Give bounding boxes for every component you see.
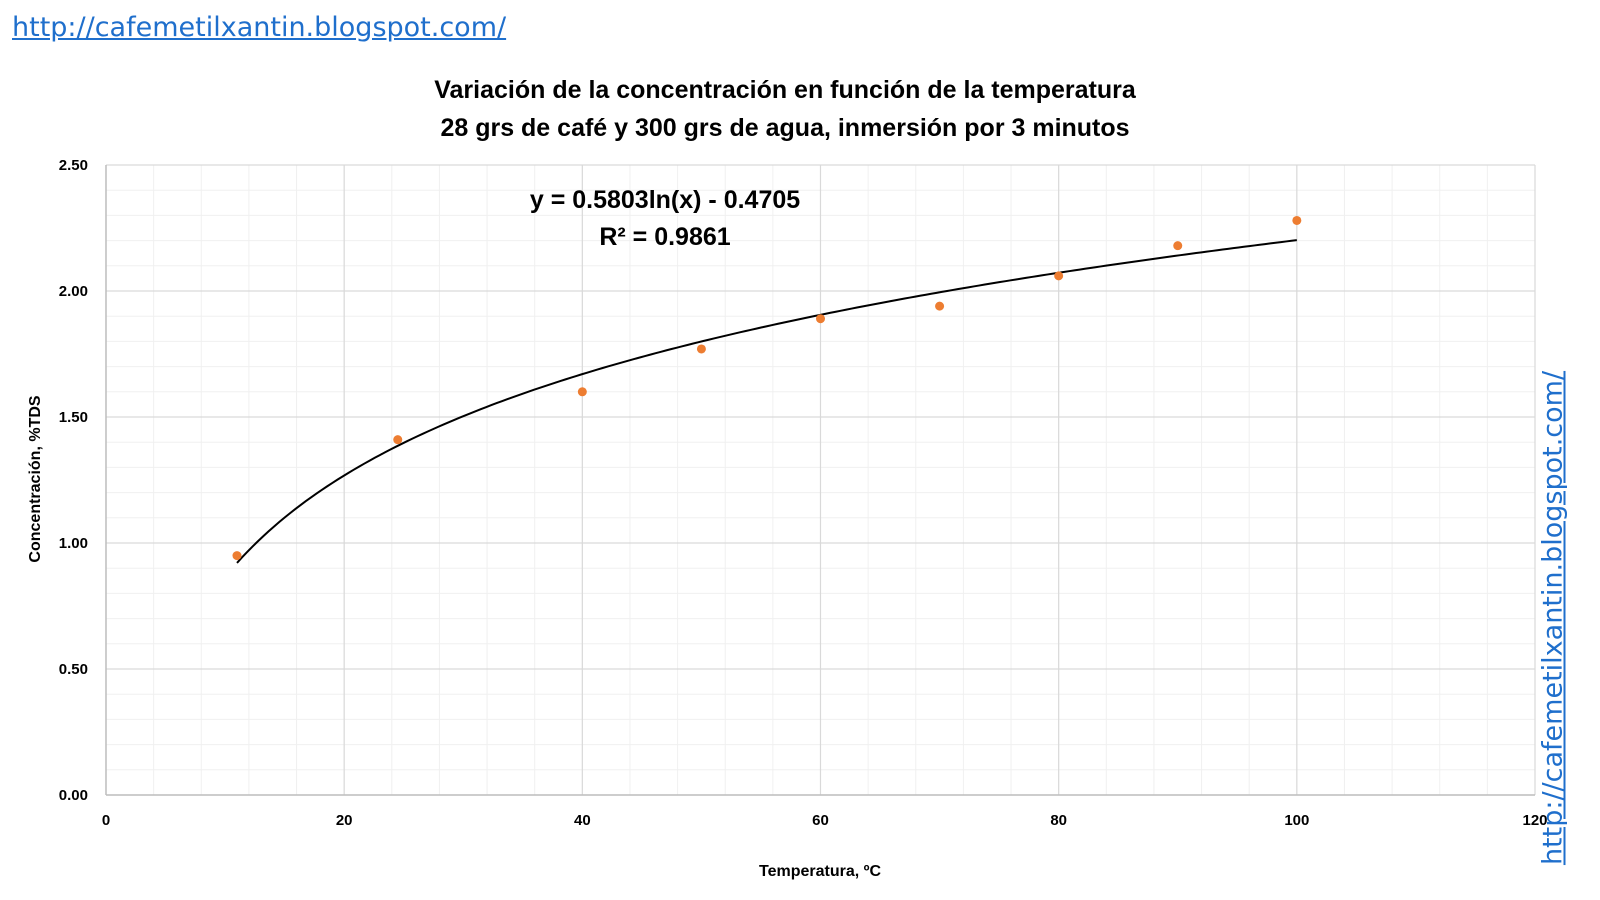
x-tick-label: 100: [1284, 812, 1309, 829]
chart-subtitle: 28 grs de café y 300 grs de agua, inmers…: [440, 114, 1129, 142]
data-point: [393, 435, 403, 445]
data-points: [232, 215, 1302, 561]
data-point: [1292, 215, 1302, 225]
trendline: [236, 239, 1297, 564]
x-tick-label: 120: [1522, 812, 1547, 829]
data-point: [816, 314, 825, 324]
trendline-equation: y = 0.5803ln(x) - 0.4705: [530, 186, 800, 214]
x-tick-label: 20: [336, 812, 353, 829]
y-tick-label: 0.00: [59, 787, 88, 804]
y-tick-label: 2.00: [59, 283, 88, 300]
x-tick-label: 60: [812, 812, 829, 829]
y-tick-label: 0.50: [59, 661, 88, 678]
blog-link-side[interactable]: http://cafemetilxantin.blogspot.com/: [1537, 370, 1569, 866]
data-point: [232, 551, 242, 561]
x-tick-labels: 0 20 40 60 80 100 120: [102, 812, 1548, 829]
data-point: [1173, 241, 1183, 251]
trendline-r-squared: R² = 0.9861: [599, 223, 730, 251]
y-tick-label: 1.00: [59, 535, 88, 552]
data-point: [1054, 271, 1064, 281]
chart-title: Variación de la concentración en función…: [434, 76, 1137, 104]
data-point: [577, 387, 587, 397]
x-tick-label: 40: [574, 812, 591, 829]
y-axis-label: Concentración, %TDS: [27, 395, 44, 562]
major-gridlines: [105, 164, 1536, 796]
data-point: [935, 301, 945, 311]
data-point: [696, 344, 706, 354]
x-axis-label: Temperatura, ºC: [759, 863, 881, 880]
x-tick-label: 0: [102, 812, 110, 829]
axes: [105, 165, 1535, 796]
y-tick-label: 2.50: [59, 157, 88, 174]
blog-link-top[interactable]: http://cafemetilxantin.blogspot.com/: [12, 12, 507, 43]
y-tick-label: 1.50: [59, 409, 88, 426]
x-tick-label: 80: [1050, 812, 1067, 829]
y-tick-labels: 0.00 0.50 1.00 1.50 2.00 2.50: [59, 157, 88, 804]
